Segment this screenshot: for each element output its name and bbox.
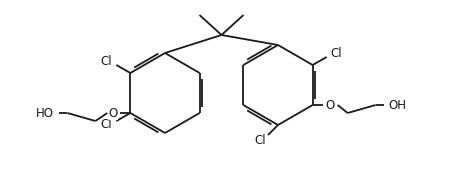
Text: O: O xyxy=(109,107,118,120)
Text: O: O xyxy=(325,98,334,112)
Text: Cl: Cl xyxy=(101,55,112,68)
Text: Cl: Cl xyxy=(254,134,266,147)
Text: OH: OH xyxy=(388,98,407,112)
Text: Cl: Cl xyxy=(331,46,342,60)
Text: HO: HO xyxy=(37,107,54,120)
Text: Cl: Cl xyxy=(101,119,112,132)
